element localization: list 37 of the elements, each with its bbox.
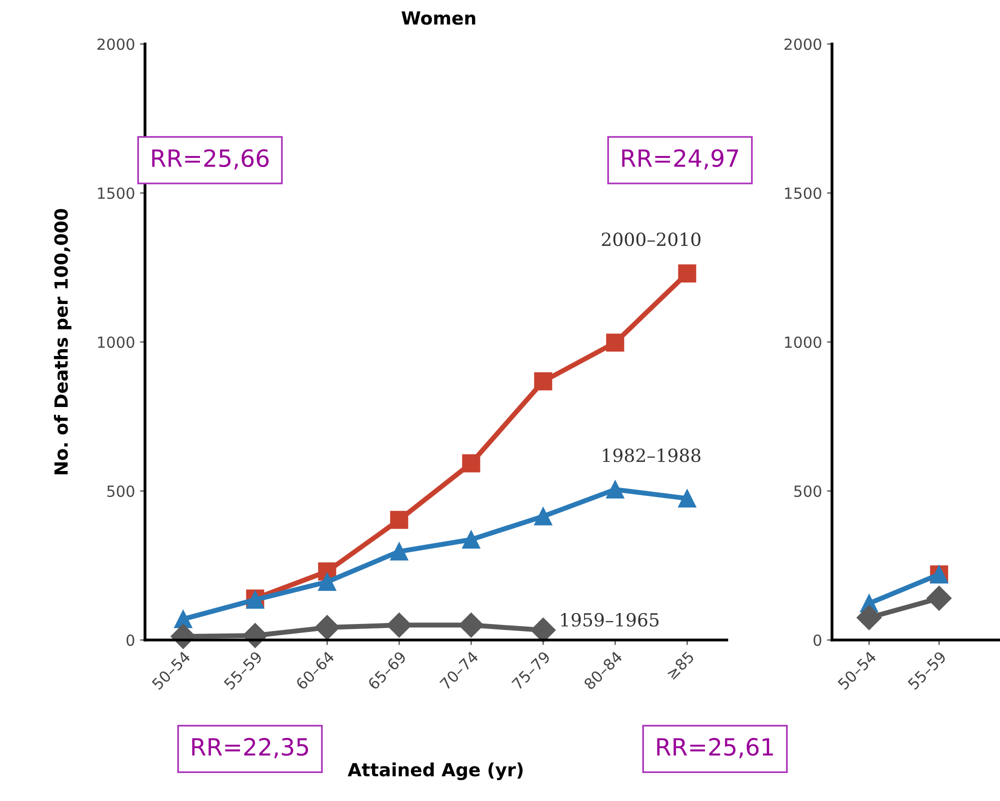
- point: [678, 489, 696, 508]
- series-label: 1959–1965: [561, 613, 659, 627]
- text: RR=25,61: [657, 738, 773, 758]
- y-tick-label: 0: [814, 634, 822, 646]
- series-label: 1982–1988: [602, 448, 700, 462]
- point: [530, 618, 556, 643]
- y-tick-label: 500: [794, 485, 822, 498]
- annotation: RR=24,97: [622, 149, 738, 170]
- point: [856, 605, 882, 630]
- x-axis-title: Attained Age (yr): [348, 762, 523, 780]
- point: [534, 372, 552, 390]
- y-tick-label: 2000: [784, 38, 822, 50]
- y-tick-label: 1000: [785, 336, 822, 348]
- point: [606, 480, 624, 499]
- y-tick-label: 500: [107, 485, 134, 498]
- point: [458, 612, 484, 638]
- y-axis-title: No. of Deaths per 100,000: [54, 208, 72, 474]
- y-tick-label: 1500: [785, 187, 822, 200]
- point: [534, 507, 552, 526]
- point: [606, 334, 624, 352]
- point: [462, 454, 480, 472]
- annotation: RR=25,66: [152, 149, 269, 170]
- y-tick-label: 1500: [98, 187, 134, 200]
- series-label: 2000–2010: [602, 232, 700, 246]
- point: [318, 572, 336, 591]
- text: RR=22,35: [192, 738, 308, 758]
- point: [926, 586, 952, 611]
- point: [390, 510, 408, 529]
- point: [462, 530, 480, 549]
- y-tick-label: 0: [126, 634, 134, 646]
- chart-title: Women: [402, 11, 476, 25]
- y-tick-label: 2000: [98, 38, 134, 50]
- point: [678, 264, 696, 282]
- y-tick-label: 1000: [98, 336, 134, 348]
- point: [386, 612, 412, 638]
- point: [314, 615, 340, 640]
- point: [390, 542, 408, 561]
